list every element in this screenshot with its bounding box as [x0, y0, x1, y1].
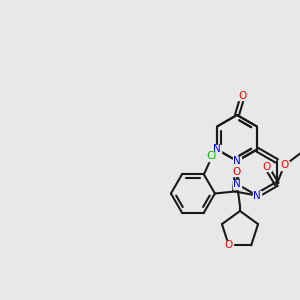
Text: N: N [233, 156, 241, 166]
Bar [262, 162, 271, 171]
Bar [205, 152, 219, 161]
Text: N: N [253, 190, 261, 200]
Bar [253, 191, 261, 200]
Text: O: O [233, 167, 241, 176]
Bar [280, 161, 289, 170]
Bar [233, 167, 241, 176]
Text: N: N [213, 145, 221, 154]
Text: O: O [238, 91, 247, 101]
Text: Cl: Cl [207, 152, 217, 161]
Bar [238, 91, 247, 100]
Text: O: O [225, 240, 233, 250]
Bar [233, 157, 241, 166]
Bar [233, 179, 241, 188]
Text: O: O [262, 162, 271, 172]
Text: O: O [280, 160, 288, 170]
Text: N: N [233, 179, 241, 189]
Bar [225, 241, 233, 250]
Bar [213, 145, 221, 154]
